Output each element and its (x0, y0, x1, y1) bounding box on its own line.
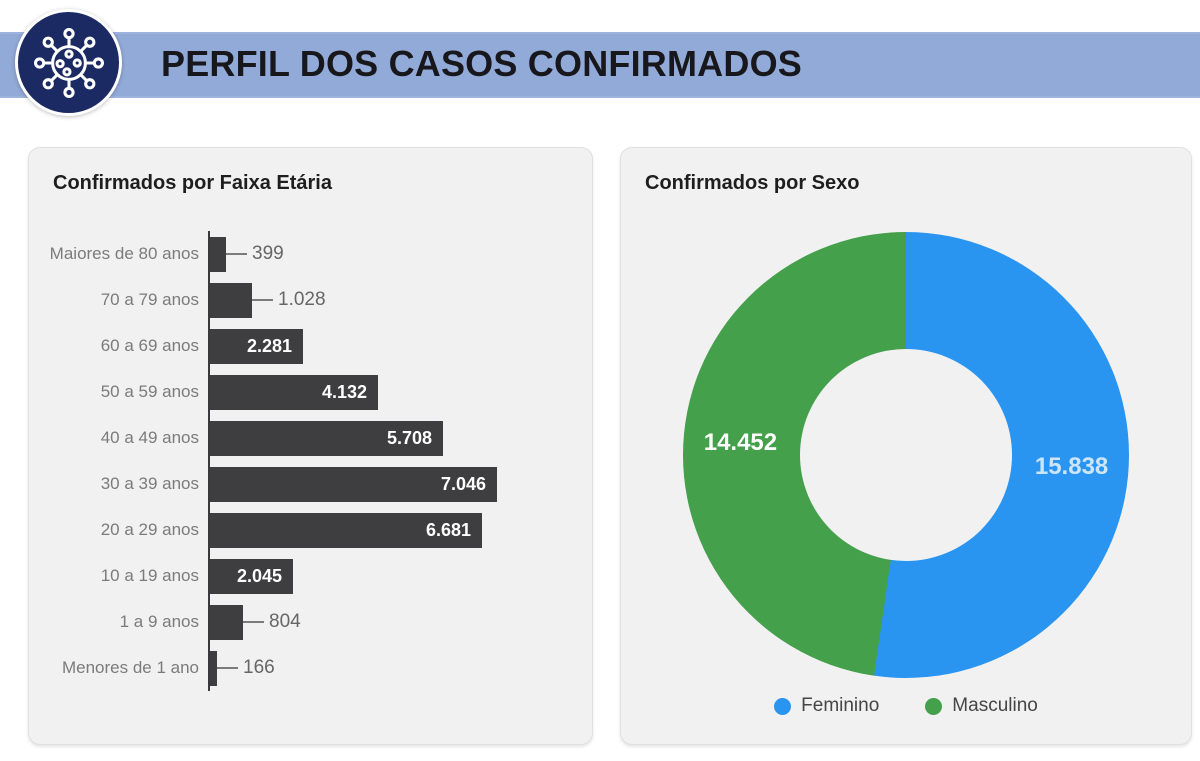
donut-value-label: 14.452 (703, 429, 778, 457)
bar-row: 40 a 49 anos 5.708 (29, 415, 578, 461)
bar-category-label: 50 a 59 anos (100, 382, 199, 401)
bar-row: 50 a 59 anos 4.132 (29, 369, 578, 415)
legend-item-feminino[interactable]: Feminino (774, 695, 879, 717)
donut-hole (800, 349, 1012, 561)
bar-value-label: 804 (269, 611, 301, 632)
header-banner (0, 32, 1200, 98)
bar-value-label: 399 (252, 243, 284, 264)
bar-category-label: 70 a 79 anos (100, 290, 199, 309)
bar-value-label: 4.132 (321, 381, 367, 402)
bar-track: 2.045 (208, 553, 578, 599)
donut-value-label: 15.838 (1034, 452, 1109, 480)
bar-row: 1 a 9 anos 804 (29, 599, 578, 645)
sex-chart-title: Confirmados por Sexo (645, 172, 860, 194)
bar[interactable]: 6.681 (210, 512, 482, 548)
bar-track: 7.046 (208, 461, 578, 507)
bar-row: Maiores de 80 anos 399 (29, 231, 578, 277)
bar-value-label: 6.681 (425, 519, 471, 540)
bar-connector-line (217, 667, 238, 669)
bar-track: 2.281 (208, 323, 578, 369)
bar-track: 4.132 (208, 369, 578, 415)
bar-connector-line (252, 299, 273, 301)
bar-category-label: 1 a 9 anos (119, 612, 199, 631)
bar-category-label: 30 a 39 anos (100, 474, 199, 493)
virus-icon (33, 27, 104, 98)
bar-connector-line (226, 253, 247, 255)
bar-row: 60 a 69 anos 2.281 (29, 323, 578, 369)
age-bar-chart: Maiores de 80 anos 399 70 a 79 anos 1.028 60… (29, 231, 578, 691)
bar[interactable] (210, 604, 243, 640)
bar-row: 30 a 39 anos 7.046 (29, 461, 578, 507)
donut-chart[interactable]: 15.838 14.452 (683, 232, 1129, 678)
virus-badge (15, 9, 122, 116)
age-chart-title: Confirmados por Faixa Etária (53, 172, 332, 194)
legend-label: Masculino (952, 695, 1038, 716)
bar[interactable] (210, 236, 226, 272)
bar-value-label: 2.281 (246, 335, 292, 356)
bar-track: 399 (208, 231, 578, 277)
bar[interactable]: 2.045 (210, 558, 293, 594)
bar-value-label: 2.045 (236, 565, 282, 586)
age-chart-card: Confirmados por Faixa Etária Maiores de … (28, 147, 593, 745)
bar-category-label: Maiores de 80 anos (49, 244, 199, 263)
legend-dot (774, 697, 792, 715)
bar-connector-line (243, 621, 264, 623)
bar[interactable] (210, 282, 252, 318)
bar-value-label: 166 (243, 657, 275, 678)
bar-value-label: 5.708 (386, 427, 432, 448)
sex-chart-card: Confirmados por Sexo 15.838 14.452 Femini… (620, 147, 1192, 745)
bar-track: 6.681 (208, 507, 578, 553)
bar-track: 1.028 (208, 277, 578, 323)
bar-track: 804 (208, 599, 578, 645)
donut-legend: Feminino Masculino (621, 695, 1191, 717)
page-title: PERFIL DOS CASOS CONFIRMADOS (161, 43, 802, 84)
bar-category-label: 60 a 69 anos (100, 336, 199, 355)
bar-track: 166 (208, 645, 578, 691)
bar-row: Menores de 1 ano 166 (29, 645, 578, 691)
bar[interactable] (210, 650, 217, 686)
bar-category-label: 40 a 49 anos (100, 428, 199, 447)
bar-track: 5.708 (208, 415, 578, 461)
bar[interactable]: 5.708 (210, 420, 443, 456)
bar[interactable]: 7.046 (210, 466, 497, 502)
legend-label: Feminino (801, 695, 880, 716)
bar-value-label: 7.046 (440, 473, 486, 494)
bar-category-label: 10 a 19 anos (100, 566, 199, 585)
bar[interactable]: 2.281 (210, 328, 303, 364)
bar-row: 10 a 19 anos 2.045 (29, 553, 578, 599)
legend-item-masculino[interactable]: Masculino (925, 695, 1038, 717)
legend-dot (925, 697, 943, 715)
bar-row: 70 a 79 anos 1.028 (29, 277, 578, 323)
bar-category-label: 20 a 29 anos (100, 520, 199, 539)
bar-row: 20 a 29 anos 6.681 (29, 507, 578, 553)
bar-value-label: 1.028 (278, 289, 326, 310)
bar-category-label: Menores de 1 ano (61, 658, 199, 677)
bar[interactable]: 4.132 (210, 374, 378, 410)
